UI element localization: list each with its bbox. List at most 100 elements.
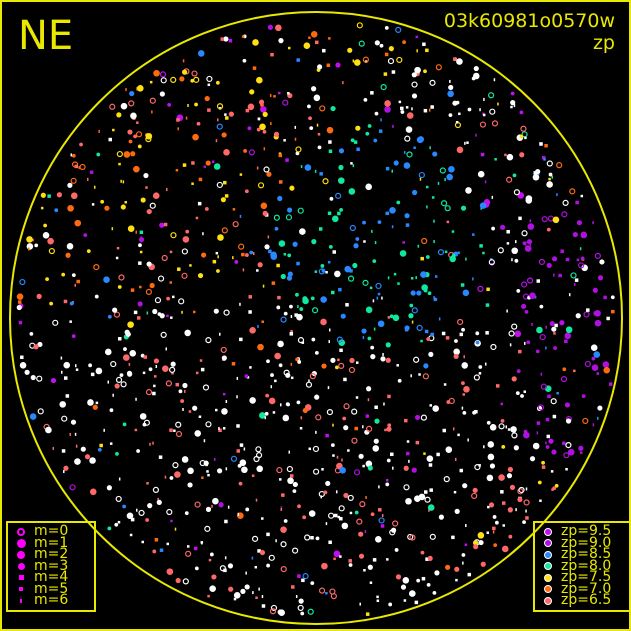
star-point: [400, 584, 407, 590]
star-point: [135, 131, 143, 138]
star-point: [453, 353, 459, 360]
star-point: [175, 430, 183, 438]
star-point: [331, 290, 335, 295]
star-point: [498, 423, 505, 430]
star-point: [596, 416, 599, 420]
star-point: [122, 180, 125, 184]
star-point: [289, 304, 293, 309]
star-point: [545, 325, 547, 329]
star-point: [307, 104, 311, 109]
star-point: [446, 220, 450, 224]
star-point: [397, 282, 400, 285]
star-point: [380, 524, 385, 528]
star-point: [287, 46, 291, 50]
star-point: [313, 94, 321, 102]
star-point: [181, 248, 188, 255]
star-point: [89, 457, 96, 464]
star-point: [193, 76, 200, 83]
star-point: [209, 552, 214, 557]
star-point: [579, 247, 582, 251]
star-point: [322, 178, 329, 185]
star-point: [269, 608, 277, 615]
star-point: [255, 446, 262, 453]
star-point: [545, 417, 550, 422]
star-point: [248, 295, 253, 299]
star-point: [123, 347, 127, 351]
star-point: [500, 490, 504, 494]
star-point: [429, 404, 432, 407]
star-point: [358, 453, 364, 459]
star-point: [395, 574, 402, 580]
star-point: [376, 599, 380, 603]
star-point: [582, 417, 589, 425]
color-swatch-icon: [544, 562, 552, 571]
star-point: [486, 287, 490, 292]
star-point: [66, 243, 74, 250]
star-point: [391, 169, 393, 173]
star-point: [367, 336, 372, 341]
star-point: [365, 496, 367, 500]
star-point: [74, 432, 77, 436]
star-point: [263, 166, 270, 173]
star-point: [37, 341, 43, 348]
star-point: [90, 372, 95, 377]
star-point: [484, 180, 487, 184]
star-point: [27, 247, 30, 251]
star-point: [291, 585, 295, 589]
star-point: [262, 210, 268, 216]
star-point: [592, 423, 595, 427]
star-point: [378, 129, 383, 133]
star-point: [321, 363, 327, 369]
star-point: [114, 383, 120, 389]
star-point: [567, 448, 575, 456]
star-point: [365, 414, 370, 418]
star-point: [245, 108, 250, 113]
star-point: [443, 476, 450, 483]
star-point: [87, 177, 89, 181]
star-point: [302, 515, 307, 520]
star-point: [137, 85, 144, 92]
star-point: [251, 535, 259, 542]
star-point: [115, 495, 122, 503]
star-point: [248, 310, 252, 314]
star-point: [328, 37, 331, 40]
star-point: [438, 514, 444, 520]
star-point: [415, 440, 420, 445]
star-point: [175, 421, 182, 428]
star-point: [69, 320, 72, 323]
star-point: [98, 129, 100, 133]
star-point: [355, 396, 359, 399]
star-point: [71, 153, 76, 158]
dot-marker-icon: [16, 538, 26, 548]
star-point: [432, 151, 438, 157]
star-point: [320, 296, 327, 303]
star-point: [386, 558, 389, 561]
star-point: [429, 146, 431, 150]
star-point: [194, 501, 201, 508]
star-point: [280, 506, 283, 510]
star-point: [608, 382, 613, 386]
star-point: [118, 162, 121, 166]
star-point: [406, 451, 410, 456]
star-point: [424, 496, 431, 503]
star-point: [432, 405, 440, 412]
star-point: [342, 416, 347, 421]
star-point: [565, 442, 572, 449]
star-point: [317, 64, 323, 70]
star-point: [111, 227, 114, 231]
star-point: [254, 565, 258, 569]
star-point: [475, 133, 477, 137]
dot-marker-icon: [17, 562, 25, 570]
star-point: [40, 192, 46, 198]
star-point: [224, 519, 228, 524]
star-point: [428, 351, 434, 358]
star-point: [581, 394, 586, 398]
star-point: [209, 585, 216, 593]
star-point: [378, 517, 385, 524]
star-point: [365, 306, 373, 314]
star-point: [389, 314, 394, 319]
star-point: [487, 441, 495, 448]
star-point: [541, 460, 545, 465]
star-point: [139, 413, 147, 420]
star-point: [109, 103, 116, 110]
